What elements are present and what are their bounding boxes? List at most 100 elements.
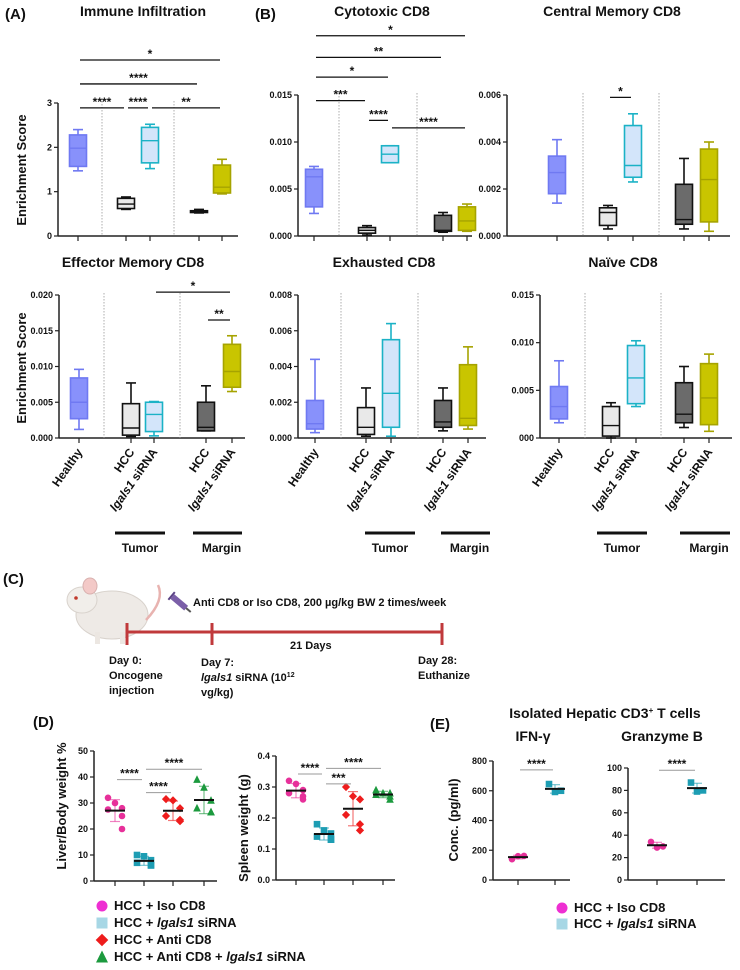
significance-label: ****: [419, 115, 438, 129]
group-1: [133, 851, 155, 869]
margin-label: Margin: [202, 541, 241, 555]
data-point: [693, 788, 701, 795]
significance-label: ****: [120, 767, 139, 781]
box-iqr: [457, 206, 477, 232]
y-tick-label: 0.000: [269, 231, 292, 241]
box-4: [699, 353, 719, 433]
syringe-icon: [167, 591, 192, 613]
significance-label: *: [618, 84, 623, 98]
margin-label: Margin: [450, 541, 489, 555]
y-tick-label: 2: [47, 142, 52, 152]
box-2: [144, 400, 164, 437]
group-0: [647, 838, 667, 851]
y-tick-label: 0.1: [257, 844, 270, 854]
chart-spleen: Spleen weight (g) 0.00.10.20.30.4********…: [236, 751, 395, 885]
duration-label: 21 Days: [290, 640, 332, 652]
box-1: [598, 204, 618, 230]
group-3: [193, 775, 215, 816]
y-tick-label: 0.006: [478, 90, 501, 100]
y-tick-label: 000: [519, 433, 534, 443]
data-point: [140, 853, 148, 860]
y-tick-label: 0: [47, 231, 52, 241]
y-tick-label: 20: [78, 824, 88, 834]
box-iqr: [458, 363, 478, 427]
significance-label: ***: [333, 88, 347, 102]
box-iqr: [196, 401, 216, 432]
data-point: [118, 825, 126, 833]
significance-label: *: [350, 64, 355, 78]
data-point: [551, 788, 559, 796]
data-point: [161, 811, 171, 821]
box-0: [549, 359, 569, 424]
box-iqr: [601, 405, 621, 437]
y-tick-label: 0.000: [478, 231, 501, 241]
legend-marker: [556, 918, 568, 930]
chart-title: Naïve CD8: [588, 254, 657, 270]
y-tick-label: 200: [472, 845, 487, 855]
box-1: [116, 196, 136, 211]
panel-label-a: (A): [5, 6, 26, 23]
chart-liver: Liver/Body weight % 0 10 20 30 40 50 **** **** **…: [54, 742, 217, 886]
box-2: [381, 322, 401, 438]
panel-label-d: (D): [33, 714, 54, 731]
legend-marker: [96, 917, 108, 929]
y-tick-label: 50: [78, 746, 88, 756]
y-tick-label: 0.005: [269, 184, 292, 194]
box-1: [357, 224, 377, 236]
data-point: [341, 810, 351, 819]
y-tick-label: 10: [78, 850, 88, 860]
y-tick-label: 100: [607, 763, 622, 773]
gene-name: lgals1: [157, 915, 194, 930]
significance-label: ****: [93, 95, 112, 109]
box-iqr: [626, 344, 646, 405]
panel-label-e: (E): [430, 716, 450, 733]
box-iqr: [304, 168, 324, 208]
legend-item: HCC + lgals1 siRNA: [574, 916, 697, 931]
chart-title: IFN-γ: [516, 728, 551, 744]
significance-label: *: [388, 23, 393, 37]
box-3: [674, 157, 694, 230]
legend-text: siRNA: [263, 949, 306, 964]
y-tick-label: 1: [47, 187, 52, 197]
day7-line3: vg/kg): [201, 687, 234, 699]
legend-text: siRNA: [194, 915, 237, 930]
box-3: [433, 211, 453, 234]
timeline: [125, 623, 444, 645]
y-tick-label: 0.0: [257, 875, 270, 885]
box-iqr: [623, 124, 643, 179]
data-point: [545, 780, 553, 788]
chart-title: Central Memory CD8: [543, 3, 681, 19]
box-4: [457, 203, 477, 233]
chart-title: Effector Memory CD8: [62, 254, 205, 270]
tumor-label: Tumor: [372, 541, 409, 555]
y-tick-label: 0.008: [269, 290, 292, 300]
chart-title: Exhausted CD8: [333, 254, 436, 270]
y-tick-label: 0.2: [257, 813, 270, 823]
y-tick-label: 0.020: [30, 290, 53, 300]
significance-label: ****: [344, 755, 363, 769]
data-point: [647, 838, 655, 846]
box-iqr: [674, 381, 694, 424]
y-tick-label: 0.000: [269, 433, 292, 443]
box-0: [69, 368, 89, 431]
box-3: [189, 208, 209, 214]
y-axis-label: Conc. (pg/ml): [446, 778, 461, 861]
day28-line1: Day 28:: [418, 655, 457, 667]
day28-line2: Euthanize: [418, 670, 470, 682]
significance-label: **: [181, 95, 191, 109]
group-1: [545, 780, 565, 796]
data-point: [147, 862, 155, 869]
data-point: [386, 795, 394, 803]
box-iqr: [140, 126, 160, 164]
legend-text: HCC +: [114, 915, 157, 930]
gene-name: lgals1: [617, 916, 654, 931]
y-tick-label: 40: [612, 830, 622, 840]
box-iqr: [699, 362, 719, 426]
chart-cytotoxic: Cytotoxic CD80.0000.0050.0100.015*******…: [269, 3, 477, 241]
box-iqr: [699, 148, 719, 223]
data-point: [292, 780, 300, 788]
data-point: [659, 843, 667, 850]
y-tick-label: 30: [78, 798, 88, 808]
